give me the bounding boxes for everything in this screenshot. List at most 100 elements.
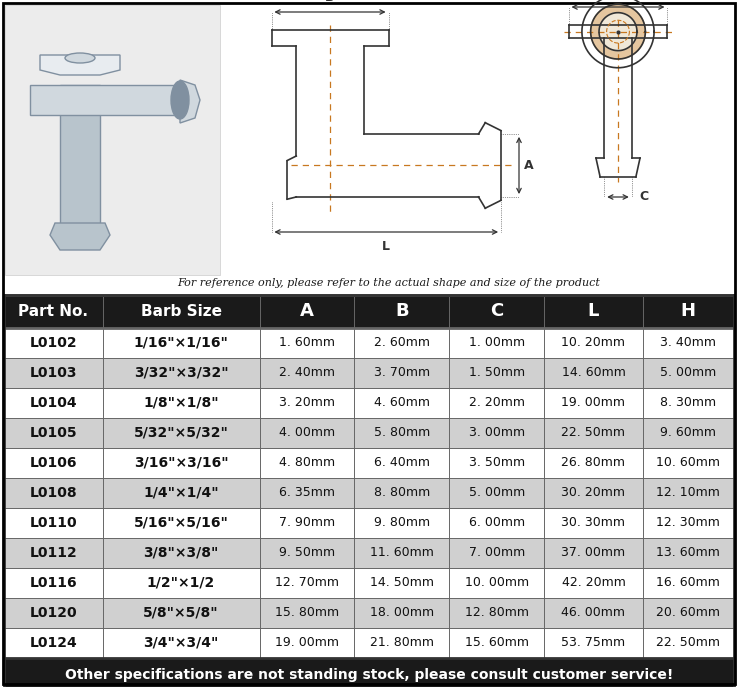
Text: 3. 20mm: 3. 20mm: [279, 396, 335, 409]
Text: L0110: L0110: [30, 516, 77, 530]
Text: 26. 80mm: 26. 80mm: [562, 456, 626, 469]
Text: L: L: [382, 240, 390, 253]
Polygon shape: [180, 80, 200, 123]
Text: 12. 30mm: 12. 30mm: [656, 517, 720, 530]
Text: A: A: [524, 159, 534, 172]
Text: 53. 75mm: 53. 75mm: [562, 636, 626, 649]
Text: 16. 60mm: 16. 60mm: [656, 576, 720, 589]
Text: H: H: [681, 302, 696, 321]
Polygon shape: [50, 223, 110, 250]
Text: L0106: L0106: [30, 456, 77, 470]
Bar: [4, 358, 734, 388]
Text: 15. 60mm: 15. 60mm: [465, 636, 528, 649]
Text: 1/4"×1/4": 1/4"×1/4": [143, 486, 219, 500]
Bar: [4, 508, 734, 538]
Text: Part No.: Part No.: [18, 304, 89, 319]
Text: 30. 30mm: 30. 30mm: [562, 517, 626, 530]
Text: B: B: [325, 0, 335, 4]
Text: 14. 50mm: 14. 50mm: [370, 576, 434, 589]
Text: 10. 00mm: 10. 00mm: [465, 576, 529, 589]
Text: 6. 40mm: 6. 40mm: [374, 456, 430, 469]
Text: 1. 50mm: 1. 50mm: [469, 366, 525, 379]
Text: L0120: L0120: [30, 606, 77, 620]
Text: C: C: [640, 190, 649, 203]
Text: 1. 60mm: 1. 60mm: [279, 337, 335, 350]
Text: 1/8"×1/8": 1/8"×1/8": [143, 396, 219, 410]
Text: 1/2"×1/2: 1/2"×1/2: [147, 576, 215, 590]
Bar: [4, 4, 734, 292]
Ellipse shape: [171, 81, 189, 119]
Text: 6. 35mm: 6. 35mm: [279, 486, 335, 499]
Bar: [4, 658, 734, 687]
Bar: [4, 418, 734, 448]
Bar: [4, 598, 734, 628]
Text: 5. 00mm: 5. 00mm: [469, 486, 525, 499]
Text: L: L: [587, 302, 599, 321]
Polygon shape: [40, 55, 120, 75]
Text: 15. 80mm: 15. 80mm: [275, 607, 339, 620]
Text: 5. 80mm: 5. 80mm: [373, 427, 430, 440]
Polygon shape: [60, 85, 100, 225]
Text: 46. 00mm: 46. 00mm: [562, 607, 626, 620]
Text: L0104: L0104: [30, 396, 77, 410]
Text: 3/32"×3/32": 3/32"×3/32": [134, 366, 228, 380]
Text: 12. 80mm: 12. 80mm: [465, 607, 528, 620]
Ellipse shape: [65, 53, 95, 63]
Text: L0112: L0112: [30, 546, 77, 560]
Text: L0116: L0116: [30, 576, 77, 590]
Text: 2. 60mm: 2. 60mm: [374, 337, 430, 350]
Polygon shape: [599, 12, 637, 51]
Bar: [4, 568, 734, 598]
Text: 1/16"×1/16": 1/16"×1/16": [134, 336, 229, 350]
Text: 10. 60mm: 10. 60mm: [656, 456, 720, 469]
Text: L0108: L0108: [30, 486, 77, 500]
Text: 12. 10mm: 12. 10mm: [656, 486, 720, 499]
Text: 3/4"×3/4": 3/4"×3/4": [143, 636, 218, 650]
Text: 42. 20mm: 42. 20mm: [562, 576, 625, 589]
Text: 5/8"×5/8": 5/8"×5/8": [143, 606, 219, 620]
Text: 3. 50mm: 3. 50mm: [469, 456, 525, 469]
Bar: [4, 328, 734, 358]
Text: 3. 40mm: 3. 40mm: [661, 337, 717, 350]
Polygon shape: [590, 4, 645, 59]
Text: 20. 60mm: 20. 60mm: [656, 607, 720, 620]
Text: Other specifications are not standing stock, please consult customer service!: Other specifications are not standing st…: [65, 668, 673, 682]
Text: L0103: L0103: [30, 366, 77, 380]
Text: 3/8"×3/8": 3/8"×3/8": [143, 546, 218, 560]
Text: 22. 50mm: 22. 50mm: [562, 427, 626, 440]
Text: 19. 00mm: 19. 00mm: [562, 396, 626, 409]
Text: 19. 00mm: 19. 00mm: [275, 636, 339, 649]
Text: 4. 00mm: 4. 00mm: [279, 427, 335, 440]
Text: 37. 00mm: 37. 00mm: [562, 546, 626, 559]
Bar: [5, 5, 220, 275]
Text: For reference only, please refer to the actual shape and size of the product: For reference only, please refer to the …: [178, 278, 601, 288]
Text: B: B: [395, 302, 409, 321]
Text: 5/16"×5/16": 5/16"×5/16": [134, 516, 229, 530]
Text: 14. 60mm: 14. 60mm: [562, 366, 625, 379]
Text: L0102: L0102: [30, 336, 77, 350]
Text: 8. 30mm: 8. 30mm: [661, 396, 717, 409]
Text: 9. 80mm: 9. 80mm: [373, 517, 430, 530]
Text: 1. 00mm: 1. 00mm: [469, 337, 525, 350]
Bar: [4, 448, 734, 478]
Bar: [4, 478, 734, 508]
Text: 22. 50mm: 22. 50mm: [656, 636, 720, 649]
Text: 30. 20mm: 30. 20mm: [562, 486, 626, 499]
Text: 8. 80mm: 8. 80mm: [373, 486, 430, 499]
Text: C: C: [490, 302, 503, 321]
Text: 9. 60mm: 9. 60mm: [661, 427, 717, 440]
Text: 3/16"×3/16": 3/16"×3/16": [134, 456, 228, 470]
Text: 13. 60mm: 13. 60mm: [656, 546, 720, 559]
Text: 4. 60mm: 4. 60mm: [374, 396, 430, 409]
Bar: [4, 628, 734, 658]
Text: 10. 20mm: 10. 20mm: [562, 337, 626, 350]
Text: A: A: [300, 302, 314, 321]
Polygon shape: [30, 85, 180, 115]
Text: 21. 80mm: 21. 80mm: [370, 636, 434, 649]
Text: 3. 70mm: 3. 70mm: [373, 366, 430, 379]
Text: 5/32"×5/32": 5/32"×5/32": [134, 426, 229, 440]
Text: 3. 00mm: 3. 00mm: [469, 427, 525, 440]
Text: 12. 70mm: 12. 70mm: [275, 576, 339, 589]
Text: L0105: L0105: [30, 426, 77, 440]
Text: 18. 00mm: 18. 00mm: [370, 607, 434, 620]
